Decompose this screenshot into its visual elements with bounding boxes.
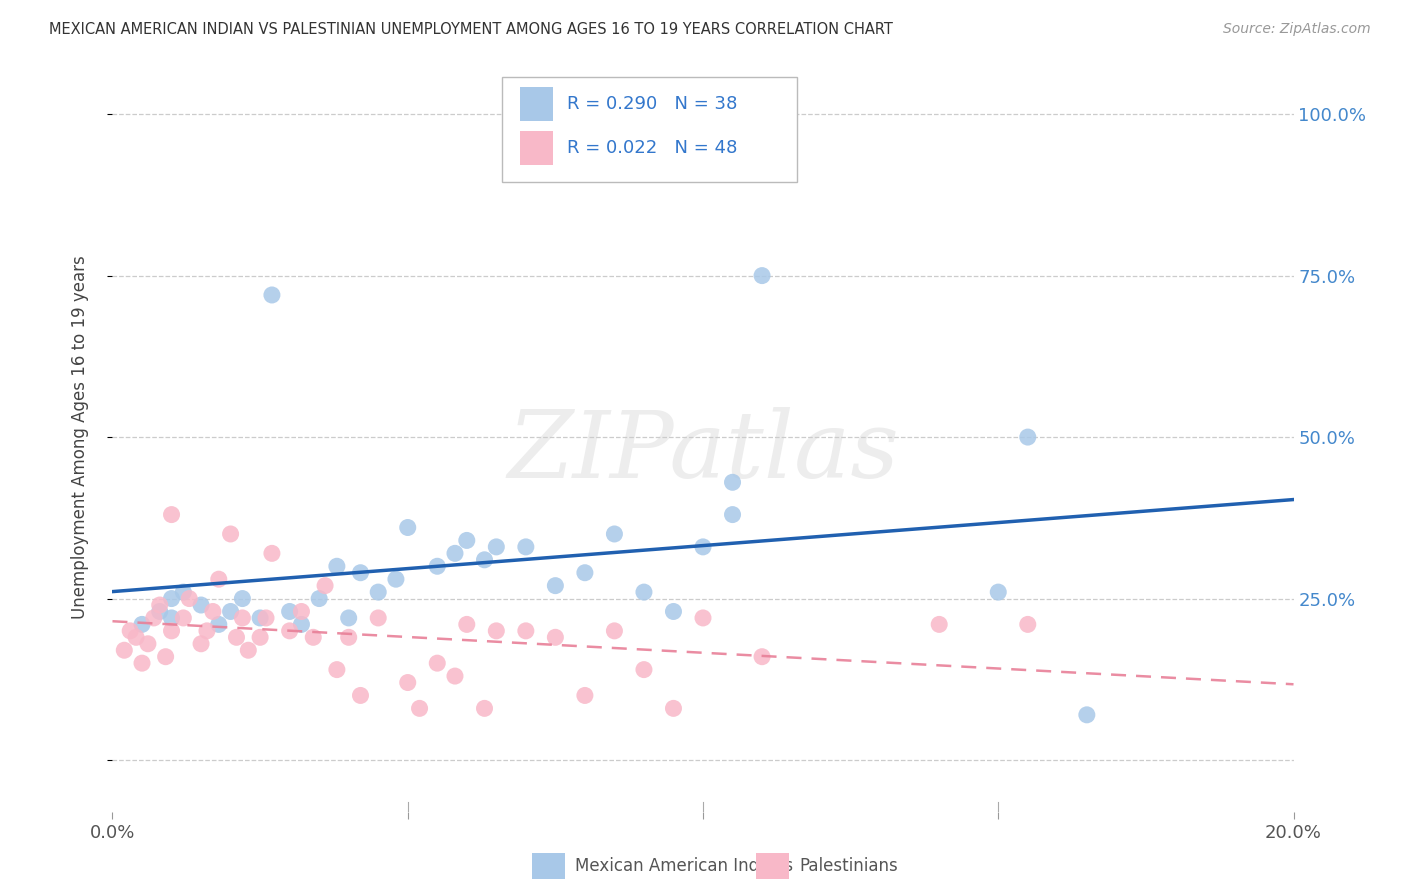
Point xyxy=(385,572,408,586)
Bar xyxy=(520,87,553,121)
Text: MEXICAN AMERICAN INDIAN VS PALESTINIAN UNEMPLOYMENT AMONG AGES 16 TO 19 YEARS CO: MEXICAN AMERICAN INDIAN VS PALESTINIAN U… xyxy=(49,22,893,37)
Point xyxy=(1076,707,1098,722)
Point xyxy=(396,675,419,690)
Point xyxy=(633,585,655,599)
Point xyxy=(249,611,271,625)
Point xyxy=(314,579,336,593)
Point xyxy=(662,701,685,715)
Point xyxy=(249,630,271,644)
Point xyxy=(136,637,159,651)
Point xyxy=(515,624,537,638)
Point xyxy=(260,546,283,560)
Point xyxy=(751,268,773,283)
Point xyxy=(219,527,242,541)
Text: Source: ZipAtlas.com: Source: ZipAtlas.com xyxy=(1223,22,1371,37)
Point xyxy=(456,617,478,632)
Point xyxy=(172,611,194,625)
Point xyxy=(444,669,467,683)
Point xyxy=(160,611,183,625)
Point xyxy=(290,605,312,619)
Point xyxy=(308,591,330,606)
Text: Palestinians: Palestinians xyxy=(800,856,898,875)
Point xyxy=(160,508,183,522)
Point xyxy=(603,527,626,541)
Bar xyxy=(756,853,789,880)
Point xyxy=(190,598,212,612)
Point xyxy=(160,624,183,638)
Point xyxy=(120,624,142,638)
Bar xyxy=(520,131,553,165)
Point xyxy=(408,701,430,715)
Point xyxy=(426,559,449,574)
Point xyxy=(633,663,655,677)
Y-axis label: Unemployment Among Ages 16 to 19 years: Unemployment Among Ages 16 to 19 years xyxy=(70,255,89,619)
Point xyxy=(349,689,371,703)
Point xyxy=(485,624,508,638)
Text: R = 0.290   N = 38: R = 0.290 N = 38 xyxy=(567,95,738,113)
Point xyxy=(987,585,1010,599)
Point xyxy=(112,643,135,657)
Text: ZIPatlas: ZIPatlas xyxy=(508,407,898,497)
Point xyxy=(125,630,148,644)
Point xyxy=(195,624,218,638)
Point xyxy=(426,656,449,670)
Point xyxy=(367,585,389,599)
Point xyxy=(444,546,467,560)
Point xyxy=(574,689,596,703)
Point xyxy=(131,617,153,632)
Point xyxy=(219,605,242,619)
Point xyxy=(574,566,596,580)
Point xyxy=(254,611,277,625)
Point xyxy=(172,585,194,599)
Point xyxy=(302,630,325,644)
Point xyxy=(928,617,950,632)
FancyBboxPatch shape xyxy=(502,78,797,182)
Point xyxy=(231,611,253,625)
Point xyxy=(337,630,360,644)
Point xyxy=(692,611,714,625)
Point xyxy=(515,540,537,554)
Point xyxy=(238,643,260,657)
Point xyxy=(751,649,773,664)
Point xyxy=(1017,430,1039,444)
Point xyxy=(290,617,312,632)
Point xyxy=(179,591,201,606)
Point xyxy=(155,649,177,664)
Point xyxy=(160,591,183,606)
Point xyxy=(131,656,153,670)
Point xyxy=(142,611,165,625)
Text: Mexican American Indians: Mexican American Indians xyxy=(575,856,793,875)
Point xyxy=(721,508,744,522)
Bar xyxy=(531,853,565,880)
Point xyxy=(149,598,172,612)
Point xyxy=(474,553,496,567)
Point xyxy=(1017,617,1039,632)
Point xyxy=(721,475,744,490)
Point xyxy=(278,605,301,619)
Point xyxy=(326,559,349,574)
Point xyxy=(544,630,567,644)
Point xyxy=(485,540,508,554)
Point xyxy=(190,637,212,651)
Point xyxy=(367,611,389,625)
Point xyxy=(337,611,360,625)
Point xyxy=(692,540,714,554)
Point xyxy=(349,566,371,580)
Point xyxy=(149,605,172,619)
Point xyxy=(544,579,567,593)
Point xyxy=(208,617,231,632)
Point xyxy=(208,572,231,586)
Point xyxy=(456,533,478,548)
Point xyxy=(260,288,283,302)
Point xyxy=(396,520,419,534)
Point xyxy=(603,624,626,638)
Point xyxy=(201,605,224,619)
Point xyxy=(326,663,349,677)
Text: R = 0.022   N = 48: R = 0.022 N = 48 xyxy=(567,139,738,157)
Point xyxy=(278,624,301,638)
Point xyxy=(231,591,253,606)
Point xyxy=(474,701,496,715)
Point xyxy=(225,630,247,644)
Point xyxy=(662,605,685,619)
